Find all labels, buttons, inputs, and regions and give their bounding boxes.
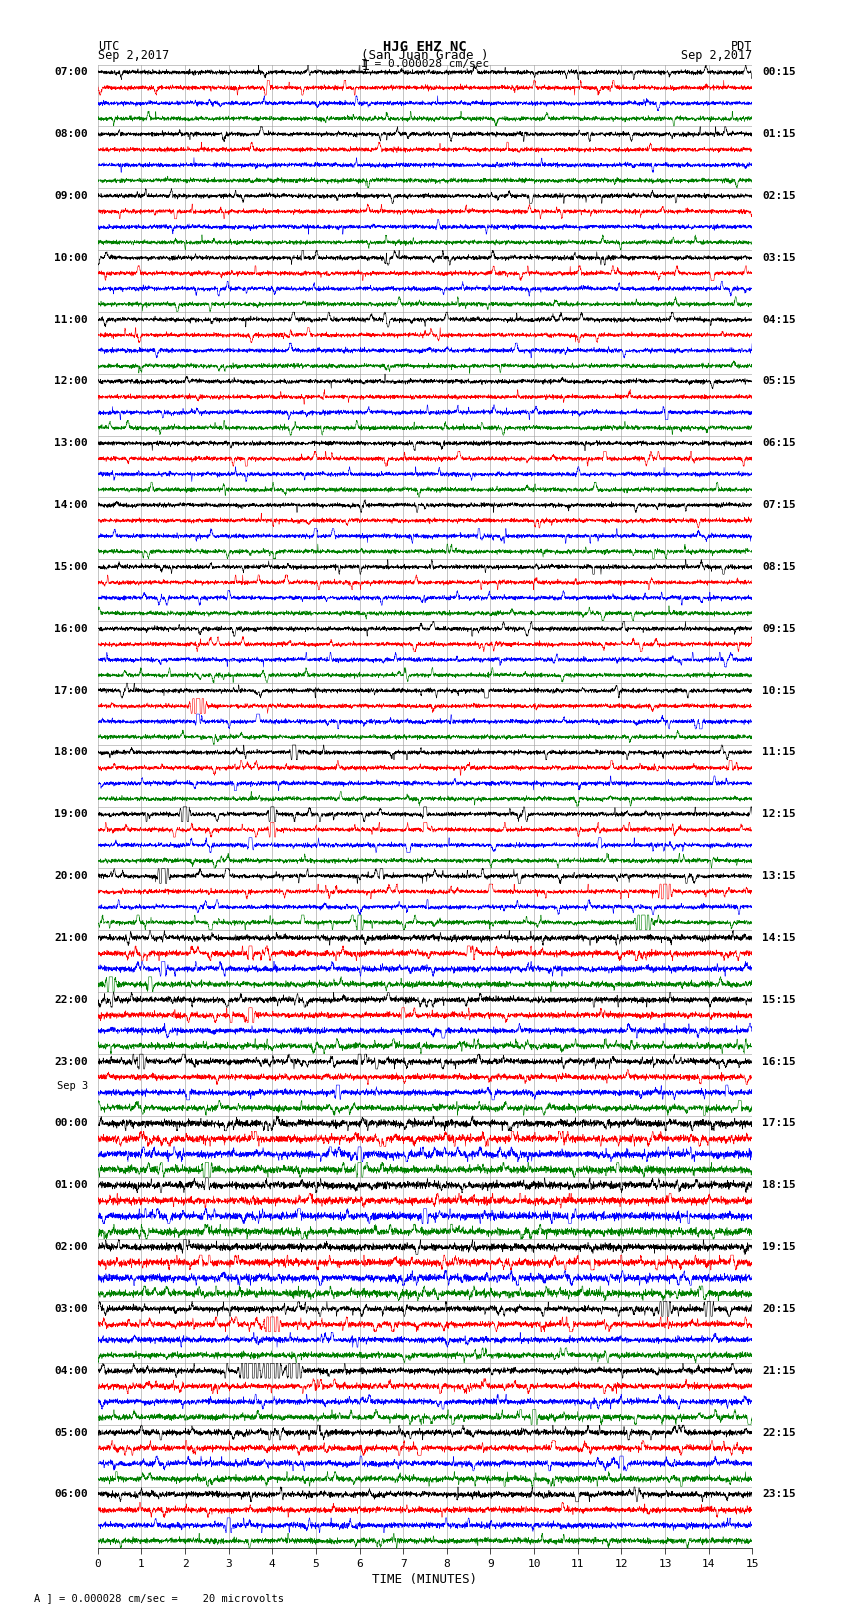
- Text: 00:00: 00:00: [54, 1118, 88, 1129]
- Text: 17:00: 17:00: [54, 686, 88, 695]
- Text: 22:15: 22:15: [762, 1428, 796, 1437]
- Text: 04:15: 04:15: [762, 315, 796, 324]
- Text: (San Juan Grade ): (San Juan Grade ): [361, 50, 489, 63]
- Text: 23:00: 23:00: [54, 1057, 88, 1066]
- Text: Sep 2,2017: Sep 2,2017: [98, 50, 169, 63]
- Text: 11:00: 11:00: [54, 315, 88, 324]
- Text: 04:00: 04:00: [54, 1366, 88, 1376]
- Text: 11:15: 11:15: [762, 747, 796, 758]
- Text: 01:00: 01:00: [54, 1181, 88, 1190]
- Text: 14:00: 14:00: [54, 500, 88, 510]
- Text: I: I: [361, 58, 370, 73]
- Text: 00:15: 00:15: [762, 68, 796, 77]
- Text: 08:00: 08:00: [54, 129, 88, 139]
- Text: 14:15: 14:15: [762, 932, 796, 944]
- Text: 02:00: 02:00: [54, 1242, 88, 1252]
- Text: 07:00: 07:00: [54, 68, 88, 77]
- Text: 21:00: 21:00: [54, 932, 88, 944]
- Text: 20:00: 20:00: [54, 871, 88, 881]
- Text: 01:15: 01:15: [762, 129, 796, 139]
- Text: 13:15: 13:15: [762, 871, 796, 881]
- Text: 20:15: 20:15: [762, 1303, 796, 1315]
- Text: Sep 3: Sep 3: [57, 1081, 88, 1090]
- Text: 03:15: 03:15: [762, 253, 796, 263]
- X-axis label: TIME (MINUTES): TIME (MINUTES): [372, 1573, 478, 1586]
- Text: 23:15: 23:15: [762, 1489, 796, 1500]
- Text: A ] = 0.000028 cm/sec =    20 microvolts: A ] = 0.000028 cm/sec = 20 microvolts: [34, 1594, 284, 1603]
- Text: 09:15: 09:15: [762, 624, 796, 634]
- Text: 16:15: 16:15: [762, 1057, 796, 1066]
- Text: 12:15: 12:15: [762, 810, 796, 819]
- Text: 13:00: 13:00: [54, 439, 88, 448]
- Text: I = 0.000028 cm/sec: I = 0.000028 cm/sec: [361, 58, 489, 69]
- Text: PDT: PDT: [731, 39, 752, 53]
- Text: 05:15: 05:15: [762, 376, 796, 387]
- Text: UTC: UTC: [98, 39, 119, 53]
- Text: 10:00: 10:00: [54, 253, 88, 263]
- Text: Sep 2,2017: Sep 2,2017: [681, 50, 752, 63]
- Text: 22:00: 22:00: [54, 995, 88, 1005]
- Text: 06:15: 06:15: [762, 439, 796, 448]
- Text: 19:00: 19:00: [54, 810, 88, 819]
- Text: 12:00: 12:00: [54, 376, 88, 387]
- Text: 18:00: 18:00: [54, 747, 88, 758]
- Text: 07:15: 07:15: [762, 500, 796, 510]
- Text: 02:15: 02:15: [762, 190, 796, 202]
- Text: 18:15: 18:15: [762, 1181, 796, 1190]
- Text: 19:15: 19:15: [762, 1242, 796, 1252]
- Text: 06:00: 06:00: [54, 1489, 88, 1500]
- Text: 17:15: 17:15: [762, 1118, 796, 1129]
- Text: 09:00: 09:00: [54, 190, 88, 202]
- Text: 10:15: 10:15: [762, 686, 796, 695]
- Text: 16:00: 16:00: [54, 624, 88, 634]
- Text: HJG EHZ NC: HJG EHZ NC: [383, 39, 467, 53]
- Text: 08:15: 08:15: [762, 561, 796, 573]
- Text: 03:00: 03:00: [54, 1303, 88, 1315]
- Text: 05:00: 05:00: [54, 1428, 88, 1437]
- Text: 21:15: 21:15: [762, 1366, 796, 1376]
- Text: 15:15: 15:15: [762, 995, 796, 1005]
- Text: 15:00: 15:00: [54, 561, 88, 573]
